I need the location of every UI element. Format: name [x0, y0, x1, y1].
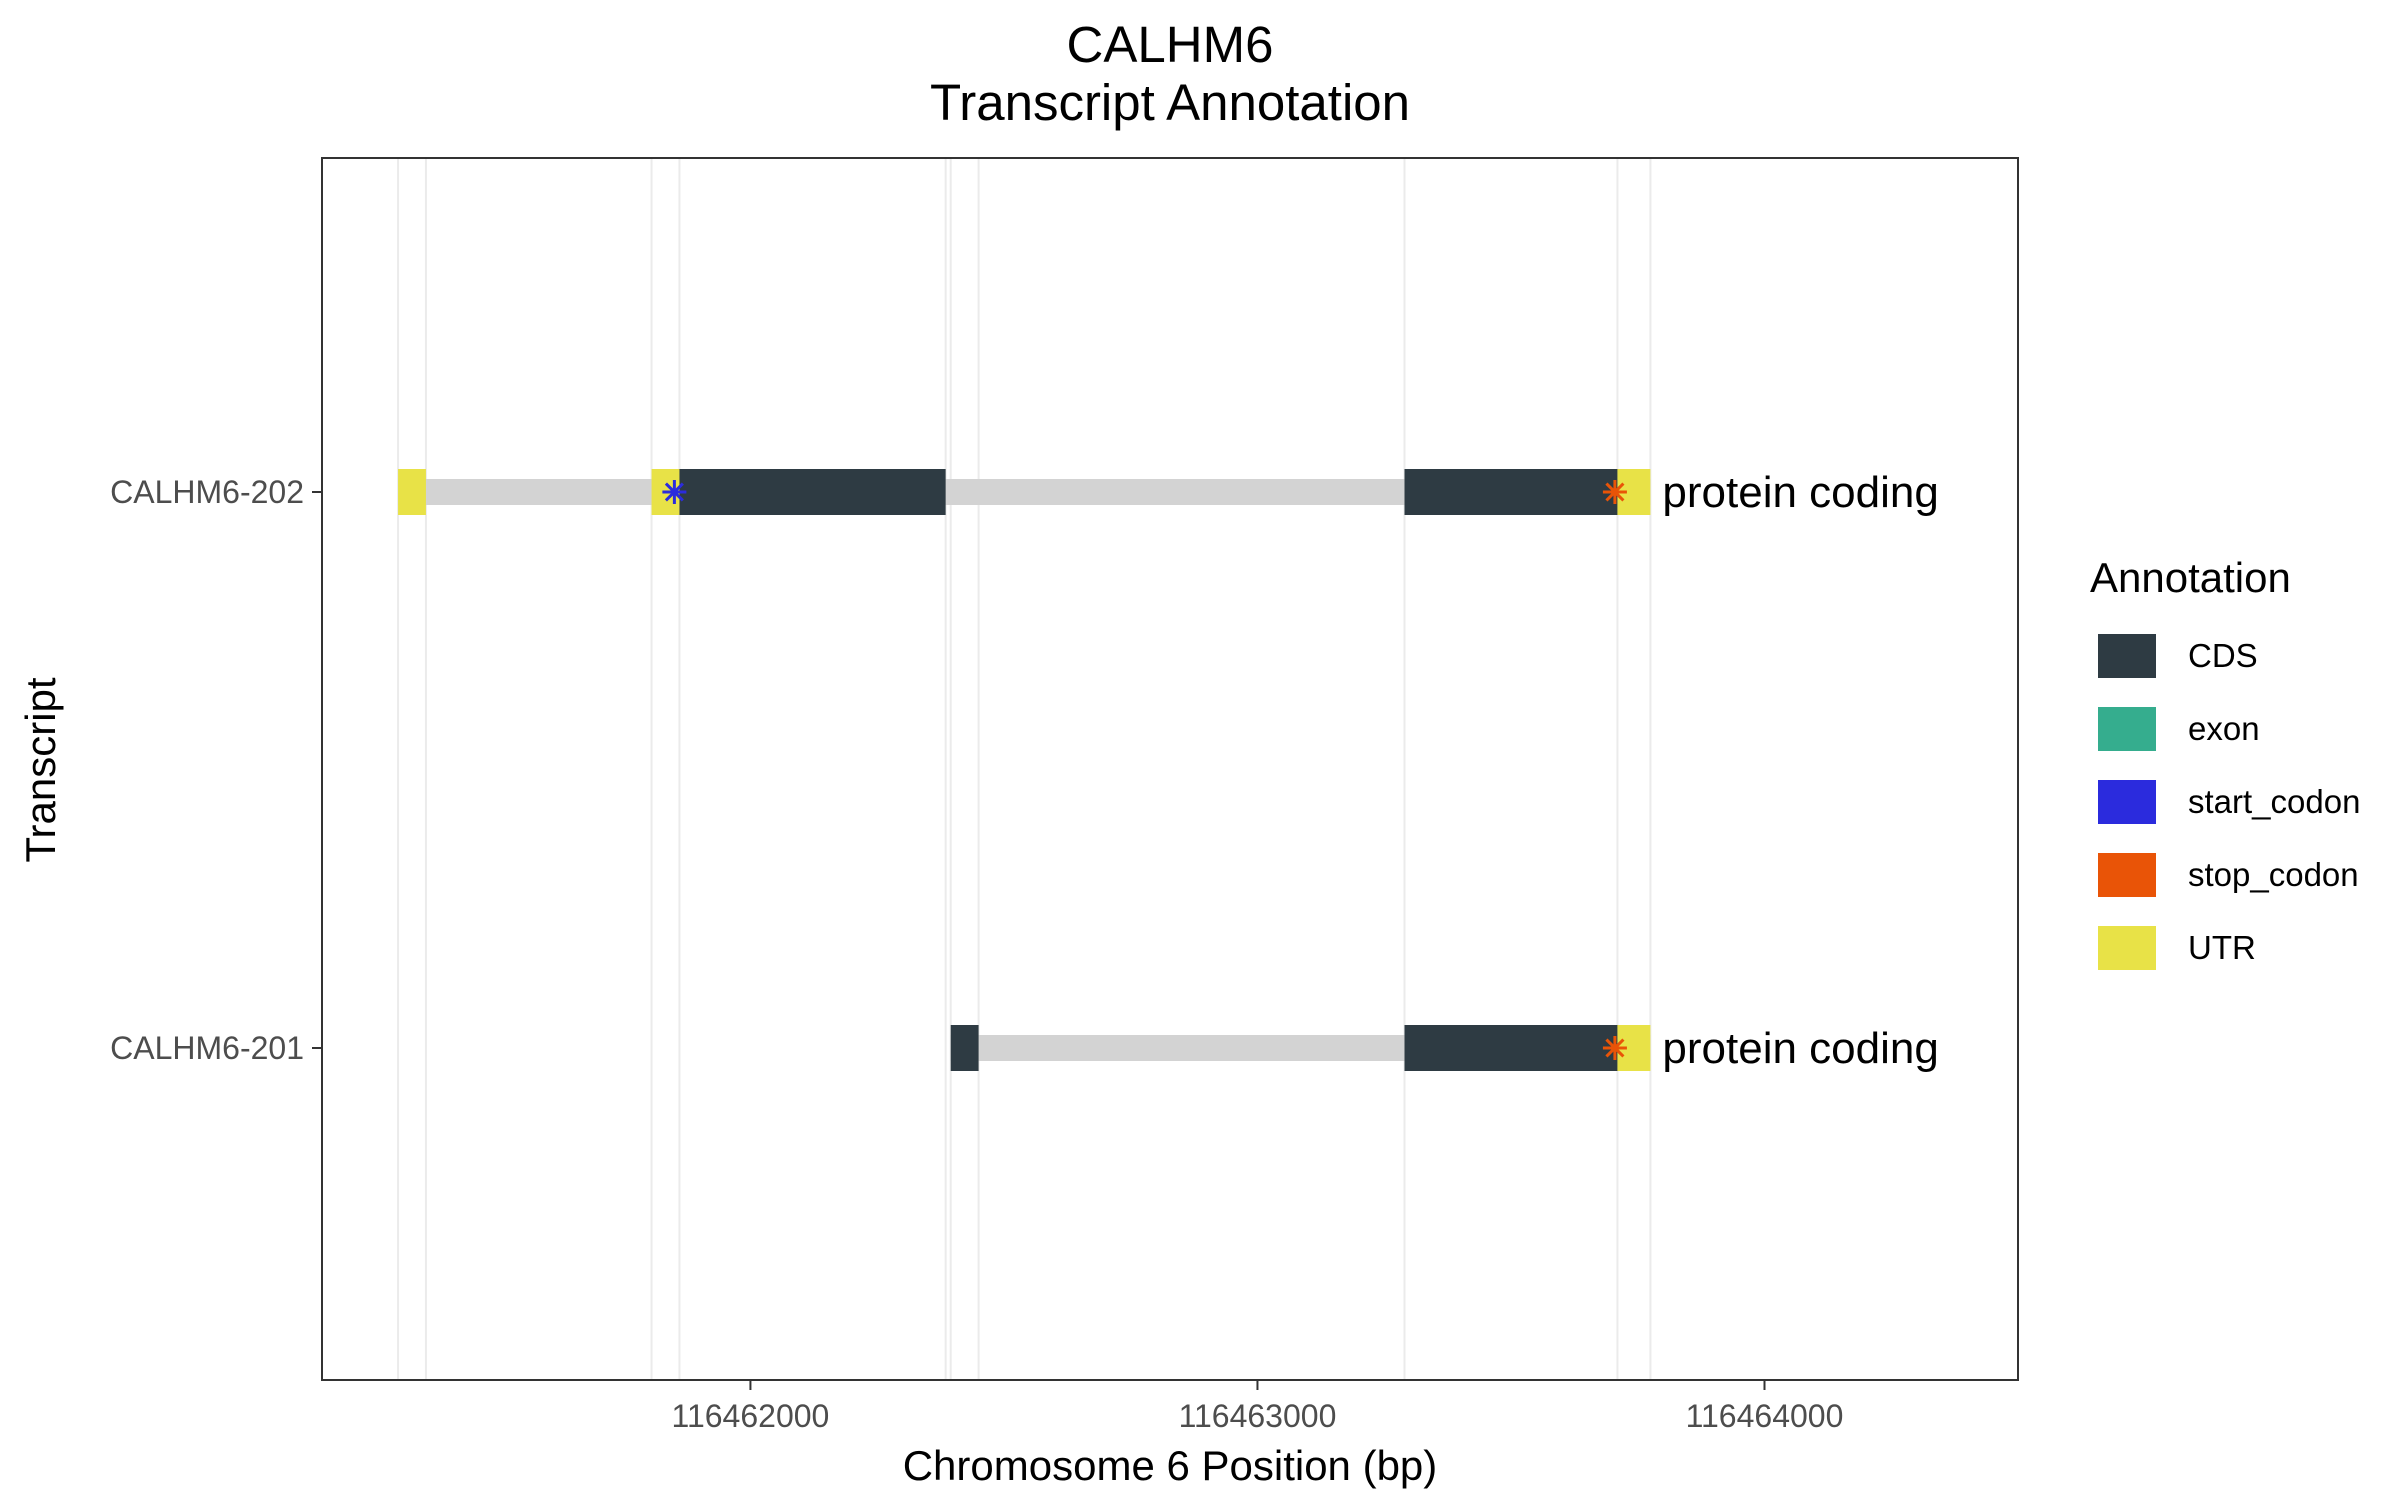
plot-area: protein coding CALHM6-202 protein coding CA… — [110, 157, 2019, 1434]
cds-block — [1404, 469, 1618, 515]
chart-title-line-1: CALHM6 — [1067, 16, 1274, 73]
start-codon-marker — [662, 480, 687, 504]
legend-title: Annotation — [2090, 554, 2291, 601]
legend-label: start_codon — [2188, 783, 2360, 820]
x-tick-label: 116463000 — [1179, 1398, 1337, 1434]
legend-item: start_codon — [2098, 780, 2360, 824]
cds-block — [950, 1025, 979, 1071]
panel-border — [321, 157, 2019, 1381]
transcript-track: protein coding — [950, 1024, 1939, 1073]
legend-swatch — [2098, 853, 2156, 897]
legend-swatch — [2098, 926, 2156, 970]
stop-codon-marker — [1602, 480, 1627, 504]
marker-stroke — [1605, 482, 1625, 502]
marker-stroke — [664, 482, 684, 502]
chart-title-line-2: Transcript Annotation — [930, 74, 1410, 131]
x-tick-label: 116464000 — [1686, 1398, 1844, 1434]
legend-item: CDS — [2098, 634, 2258, 678]
x-tick-label: 116462000 — [672, 1398, 830, 1434]
legend-label: stop_codon — [2188, 856, 2359, 893]
biotype-label: protein coding — [1662, 1024, 1938, 1073]
cds-block — [679, 469, 946, 515]
legend-swatch — [2098, 707, 2156, 751]
legend-item: UTR — [2098, 926, 2256, 970]
y-tick-label: CALHM6-202 — [110, 474, 304, 510]
legend: Annotation CDS exon start_codon stop_codon U… — [2090, 554, 2360, 970]
legend-swatch — [2098, 780, 2156, 824]
transcript-track: protein coding — [398, 468, 1939, 517]
legend-swatch — [2098, 634, 2156, 678]
marker-stroke — [1605, 1038, 1625, 1058]
legend-label: CDS — [2188, 637, 2258, 674]
legend-item: exon — [2098, 707, 2260, 751]
x-axis-title: Chromosome 6 Position (bp) — [903, 1442, 1438, 1489]
cds-block — [1404, 1025, 1618, 1071]
y-axis-title: Transcript — [17, 677, 64, 862]
y-tick-label: CALHM6-201 — [110, 1030, 304, 1066]
utr-block — [398, 469, 426, 515]
legend-label: exon — [2188, 710, 2260, 747]
legend-item: stop_codon — [2098, 853, 2359, 897]
legend-label: UTR — [2188, 929, 2256, 966]
biotype-label: protein coding — [1662, 468, 1938, 517]
stop-codon-marker — [1602, 1036, 1627, 1060]
